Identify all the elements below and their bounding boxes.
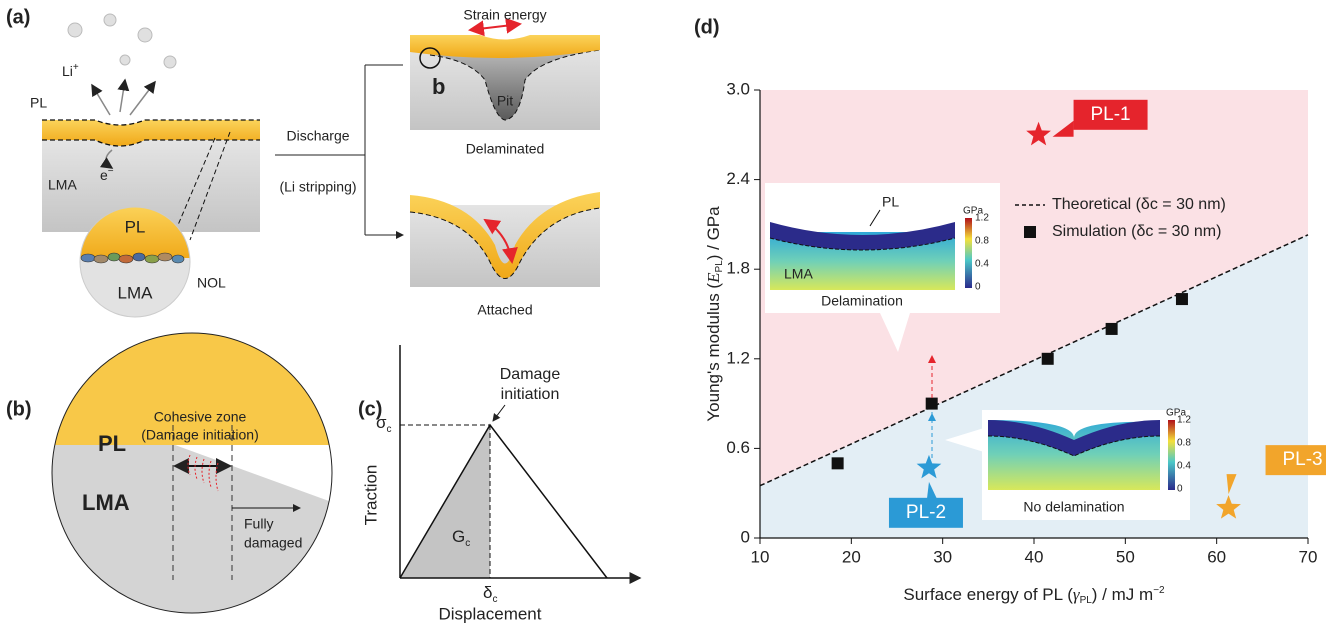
sim-point [926, 398, 938, 410]
text: Delaminated [466, 141, 545, 157]
x-tick-label: 40 [1025, 547, 1044, 566]
strain-arrow [470, 24, 520, 30]
panel-b: (b) Cohesive zone (Damage initiation) PL… [6, 320, 340, 620]
colorbar [965, 218, 972, 288]
y-tick-label: 3.0 [726, 79, 750, 98]
y-tick-label: 1.2 [726, 348, 750, 367]
text: G [452, 527, 465, 546]
text: c [465, 538, 470, 549]
text: Young's modulus ( [704, 283, 723, 422]
text: −2 [1153, 585, 1165, 596]
y-tick-label: 0 [741, 527, 750, 546]
text: LMA [48, 177, 77, 193]
text: − [108, 166, 114, 177]
text: PL [125, 217, 146, 236]
text: + [73, 62, 79, 73]
text: Delamination [821, 293, 903, 309]
text: Surface energy of PL ( [903, 585, 1073, 604]
figure: (a) PL Li+ e− LMA PL LMA NOL Discharge (… [0, 0, 1326, 625]
text: c [492, 594, 497, 605]
text: No delamination [1023, 499, 1124, 515]
text: δc [483, 583, 497, 604]
text: 0 [1177, 484, 1183, 495]
branch [275, 65, 365, 235]
cohesive-circle [40, 320, 340, 620]
legend-label: Simulation (δc = 30 nm) [1052, 223, 1221, 240]
text: 0.4 [975, 259, 989, 270]
panel-label: (b) [6, 398, 32, 420]
text: Displacement [439, 604, 542, 623]
sim-point [1106, 323, 1118, 335]
text: PL [98, 431, 126, 456]
sim-point [1176, 293, 1188, 305]
text: PL [30, 95, 47, 111]
text: initiation [501, 386, 560, 403]
ion-arrows [92, 80, 155, 115]
text: (Li stripping) [279, 179, 356, 195]
text: LMA [118, 283, 154, 302]
text: Attached [477, 302, 532, 318]
text: LMA [82, 490, 130, 515]
y-axis-label: Young's modulus (EPL) / GPa [704, 206, 725, 422]
text: Strain energy [463, 7, 546, 23]
x-tick-label: 50 [1116, 547, 1135, 566]
text: E [704, 272, 723, 284]
text: PL [882, 194, 899, 210]
sim-point [832, 457, 844, 469]
x-tick-label: 70 [1299, 547, 1318, 566]
label-text: PL-3 [1282, 449, 1322, 470]
x-tick-label: 10 [751, 547, 770, 566]
panel-label: (d) [694, 16, 720, 38]
pointer [493, 405, 505, 421]
legend-marker [1024, 226, 1036, 238]
text: Pit [497, 93, 513, 109]
text: b [432, 74, 445, 99]
text: damaged [244, 535, 302, 551]
text: c [387, 424, 392, 435]
text: σ [376, 413, 387, 432]
branch-arrow [365, 65, 403, 235]
label-text: PL-1 [1090, 104, 1130, 125]
panel-c: (c) Damage initiation σc Traction Gc δc … [358, 345, 640, 623]
panel-label: (a) [6, 6, 30, 28]
legend-label: Theoretical (δc = 30 nm) [1052, 196, 1226, 213]
text: Damage [500, 366, 561, 383]
text: Li+ [62, 62, 79, 79]
text: 0 [975, 282, 981, 293]
text: ) / mJ m [1092, 585, 1153, 604]
text: 0.8 [975, 236, 989, 247]
x-tick-label: 30 [933, 547, 952, 566]
label-text: PL-2 [906, 502, 946, 523]
text: 0.4 [1177, 461, 1191, 472]
panel-a: (a) PL Li+ e− LMA PL LMA NOL Discharge (… [6, 6, 600, 318]
text: NOL [197, 275, 226, 291]
text: PL [1080, 595, 1093, 606]
text: Traction [361, 465, 380, 526]
text: σc [376, 413, 392, 434]
y-tick-label: 0.6 [726, 438, 750, 457]
text: Li [62, 63, 73, 79]
text: Discharge [286, 128, 349, 144]
text: e [100, 167, 108, 183]
text: (Damage initiation) [141, 427, 259, 443]
text: δ [483, 583, 492, 602]
colorbar [1168, 420, 1175, 490]
li-ions [68, 14, 176, 68]
text: 0.8 [1177, 438, 1191, 449]
text: 1.2 [1177, 415, 1191, 426]
text: Cohesive zone [154, 409, 247, 425]
text: ) / GPa [704, 206, 723, 260]
x-tick-label: 20 [842, 547, 861, 566]
x-tick-label: 60 [1207, 547, 1226, 566]
y-tick-label: 1.8 [726, 259, 750, 278]
text: PL [714, 260, 725, 273]
text: Fully [244, 516, 274, 532]
text: LMA [784, 266, 813, 282]
sim-point [1042, 353, 1054, 365]
y-tick-label: 2.4 [726, 169, 750, 188]
text: 1.2 [975, 213, 989, 224]
x-axis-label: Surface energy of PL (γPL) / mJ m−2 [903, 585, 1165, 606]
